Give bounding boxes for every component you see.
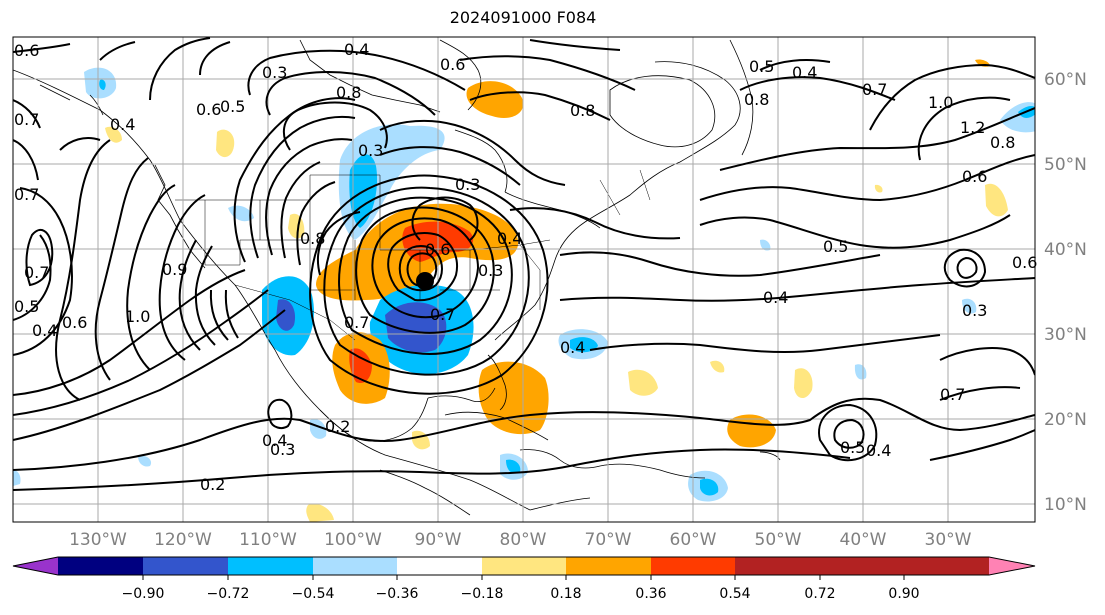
- contour-label: 0.2: [325, 417, 350, 436]
- lon-label: 50°W: [755, 530, 802, 550]
- lon-label: 30°W: [925, 530, 972, 550]
- colorbar-extend-low: [13, 557, 58, 575]
- colorbar-tick-label: 0.72: [804, 586, 835, 602]
- contour-label: 0.6: [196, 100, 221, 119]
- colorbar-tick-label: 0.18: [550, 586, 581, 602]
- colorbar-segment: [904, 557, 989, 575]
- contour-label: 0.5: [840, 438, 865, 457]
- colorbar-segment: [566, 557, 651, 575]
- colorbar-tick-label: −0.36: [376, 586, 419, 602]
- contour-label: 0.4: [792, 63, 817, 82]
- lat-label: 10°N: [1044, 495, 1087, 515]
- contour-label: 0.4: [497, 229, 522, 248]
- colorbar-segment: [58, 557, 143, 575]
- latitude-labels: 60°N 50°N 40°N 30°N 20°N 10°N: [1044, 70, 1087, 515]
- lat-label: 40°N: [1044, 240, 1087, 260]
- colorbar-tick-label: 0.90: [888, 586, 919, 602]
- contour-label: 0.9: [162, 260, 187, 279]
- colorbar-segment: [735, 557, 820, 575]
- contour-label: 0.5: [823, 237, 848, 256]
- colorbar-tick-label: 0.36: [635, 586, 666, 602]
- contour-label: 0.4: [32, 321, 57, 340]
- colorbar-segment: [228, 557, 313, 575]
- lon-label: 70°W: [585, 530, 632, 550]
- contour-label: 0.7: [862, 80, 887, 99]
- colorbar-segment: [651, 557, 735, 575]
- colorbar: −0.90 −0.72 −0.54 −0.36 −0.18 0.18 0.36 …: [12, 556, 1036, 602]
- graticule: [13, 37, 1035, 522]
- lon-label: 90°W: [415, 530, 462, 550]
- colorbar-tick-labels: −0.90 −0.72 −0.54 −0.36 −0.18 0.18 0.36 …: [122, 586, 920, 602]
- contour-label: 0.6: [425, 240, 450, 259]
- contour-label: 0.6: [62, 313, 87, 332]
- colorbar-tick-label: −0.90: [122, 586, 165, 602]
- contour-label: 0.8: [336, 83, 361, 102]
- storm-center-marker: [416, 272, 434, 290]
- contour-value-labels: 0.6 0.7 0.4 0.3 0.6 0.5 0.8 0.4 0.6 0.5 …: [14, 40, 1037, 494]
- contour-label: 0.4: [560, 338, 585, 357]
- contour-label: 0.4: [262, 431, 287, 450]
- contour-label: 0.8: [570, 101, 595, 120]
- contour-label: 0.4: [763, 288, 788, 307]
- contour-label: 0.8: [990, 133, 1015, 152]
- colorbar-segment: [820, 557, 904, 575]
- colorbar-segment: [482, 557, 566, 575]
- contour-label: 0.6: [440, 55, 465, 74]
- contour-label: 0.3: [478, 261, 503, 280]
- contour-label: 0.7: [14, 185, 39, 204]
- lon-label: 80°W: [500, 530, 547, 550]
- longitude-labels: 130°W 120°W 110°W 100°W 90°W 80°W 70°W 6…: [69, 530, 972, 550]
- coastlines: [13, 39, 781, 516]
- map-frame: [12, 36, 1036, 523]
- contour-label: 0.7: [14, 110, 39, 129]
- lon-label: 60°W: [670, 530, 717, 550]
- contour-label: 1.0: [125, 307, 150, 326]
- colorbar-tick-label: −0.54: [292, 586, 335, 602]
- contour-label: 0.6: [962, 167, 987, 186]
- contour-label: 0.7: [24, 263, 49, 282]
- lat-label: 50°N: [1044, 155, 1087, 175]
- lon-label: 40°W: [840, 530, 887, 550]
- lat-label: 30°N: [1044, 325, 1087, 345]
- contour-label: 0.3: [358, 141, 383, 160]
- contour-label: 1.0: [928, 93, 953, 112]
- contour-lines: [13, 37, 1035, 491]
- lon-label: 120°W: [154, 530, 212, 550]
- colorbar-segment: [313, 557, 397, 575]
- colorbar-segment: [143, 557, 228, 575]
- colorbar-segment: [397, 557, 482, 575]
- colorbar-tick-label: −0.18: [461, 586, 504, 602]
- contour-label: 0.6: [1012, 253, 1037, 272]
- contour-label: 0.8: [744, 90, 769, 109]
- contour-label: 0.8: [300, 229, 325, 248]
- lat-label: 20°N: [1044, 410, 1087, 430]
- contour-label: 0.5: [14, 297, 39, 316]
- contour-label: 0.4: [344, 40, 369, 59]
- contour-label: 0.7: [940, 385, 965, 404]
- contour-label: 0.3: [455, 175, 480, 194]
- contour-label: 0.5: [220, 97, 245, 116]
- lon-label: 110°W: [239, 530, 297, 550]
- contour-label: 0.7: [430, 305, 455, 324]
- contour-label: 0.6: [14, 41, 39, 60]
- contour-label: 0.5: [749, 57, 774, 76]
- lon-label: 100°W: [324, 530, 382, 550]
- contour-label: 0.3: [962, 301, 987, 320]
- contour-label: 0.4: [110, 115, 135, 134]
- lat-label: 60°N: [1044, 70, 1087, 90]
- lon-label: 130°W: [69, 530, 127, 550]
- contour-label: 0.3: [270, 440, 295, 459]
- colorbar-extend-high: [989, 557, 1035, 575]
- colorbar-ticks: [142, 575, 905, 580]
- contour-label: 0.2: [200, 475, 225, 494]
- contour-label: 0.4: [866, 441, 891, 460]
- contour-label: 0.3: [262, 63, 287, 82]
- map-title: 2024091000 F084: [449, 8, 597, 27]
- contour-label: 0.7: [344, 313, 369, 332]
- colorbar-tick-label: 0.54: [719, 586, 750, 602]
- contour-label: 1.2: [960, 118, 985, 137]
- colorbar-tick-label: −0.72: [207, 586, 250, 602]
